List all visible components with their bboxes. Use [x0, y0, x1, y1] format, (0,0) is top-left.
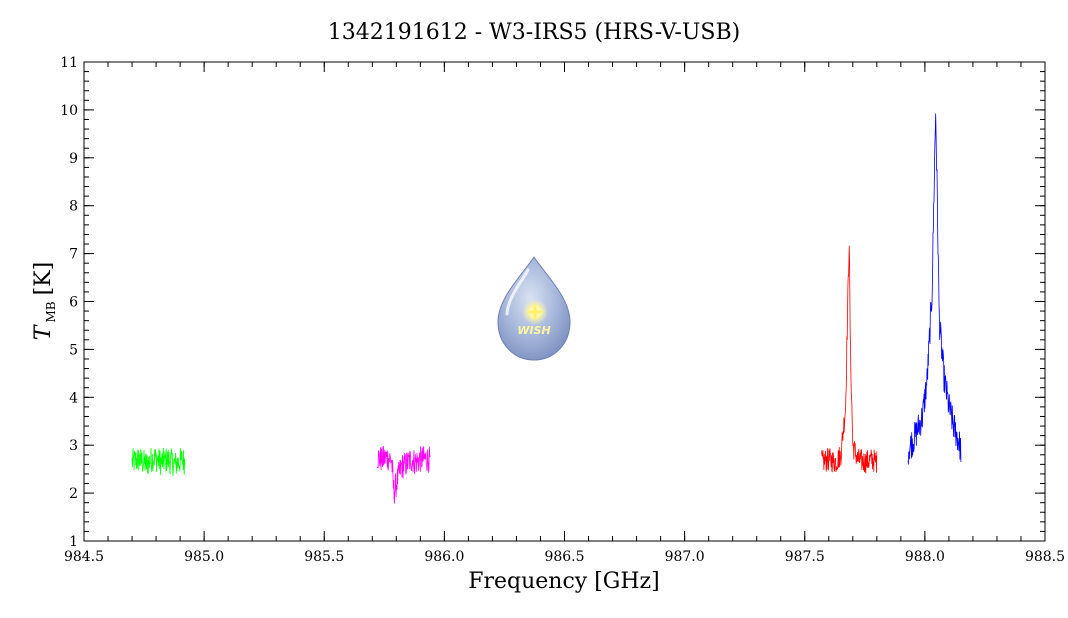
y-tick-label: 6: [69, 295, 78, 311]
x-tick-label: 986.5: [544, 549, 584, 565]
x-tick-label: 987.5: [785, 549, 825, 565]
x-tick-label: 984.5: [64, 549, 104, 565]
y-tick-label: 2: [69, 486, 78, 502]
x-tick-label: 985.0: [184, 549, 224, 565]
y-axis-unit: [K]: [31, 262, 56, 296]
star-icon: [526, 303, 544, 321]
y-tick-label: 10: [60, 103, 78, 119]
spectrum-series-3: [821, 245, 878, 474]
spectrum-series-2: [376, 446, 431, 504]
y-tick-label: 7: [69, 247, 78, 263]
x-tick-label: 987.0: [665, 549, 705, 565]
x-axis-label: Frequency [GHz]: [468, 569, 660, 594]
ticks-layer: [83, 61, 1046, 542]
y-tick-labels: 1 2 3 4 5 6 7 8 9 10 11: [60, 55, 78, 550]
spectrum-series-1: [131, 447, 186, 477]
y-tick-label: 4: [69, 390, 78, 406]
y-tick-label: 8: [69, 199, 78, 215]
y-axis-subscript: MB: [44, 301, 58, 322]
svg-text:TMB[K]: TMB [K]: [31, 262, 58, 340]
y-axis-symbol: T: [31, 323, 56, 340]
chart-title: 1342191612 - W3-IRS5 (HRS-V-USB): [328, 20, 740, 45]
logo-label: WISH: [517, 324, 550, 337]
series-layer: [131, 113, 962, 504]
y-tick-label: 11: [60, 55, 78, 71]
spectrum-series-4: [907, 113, 962, 465]
drop-highlight-icon: [505, 268, 530, 316]
wish-logo: WISH: [497, 256, 571, 361]
x-tick-labels: 984.5 985.0 985.5 986.0 986.5 987.0 987.5 988.0…: [64, 549, 1065, 565]
x-tick-label: 986.0: [424, 549, 464, 565]
x-tick-label: 988.5: [1025, 549, 1065, 565]
y-tick-label: 1: [69, 534, 78, 550]
y-tick-label: 9: [69, 151, 78, 167]
y-tick-label: 3: [69, 438, 78, 454]
y-axis-label: TMB [K]: [31, 262, 58, 340]
plot-frame: [83, 61, 1046, 542]
x-tick-label: 985.5: [304, 549, 344, 565]
y-tick-label: 5: [69, 342, 78, 358]
x-tick-label: 988.0: [905, 549, 945, 565]
